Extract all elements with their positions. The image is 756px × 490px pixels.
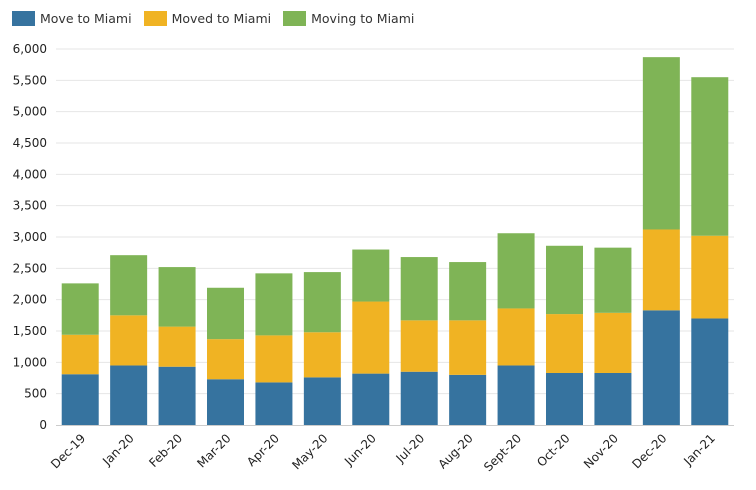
- bar-segment-move[interactable]: [255, 382, 293, 425]
- bar-segment-moved[interactable]: [400, 320, 438, 372]
- y-tick-label: 0: [39, 418, 47, 432]
- bar-segment-moved[interactable]: [497, 308, 535, 366]
- bar-segment-move[interactable]: [207, 379, 244, 425]
- gridlines: [56, 48, 734, 395]
- bar-segment-moving[interactable]: [255, 273, 293, 336]
- bar-segment-move[interactable]: [303, 377, 341, 425]
- legend-swatch-moving: [283, 11, 307, 26]
- bar-segment-moved[interactable]: [158, 326, 196, 367]
- bar-segment-moved[interactable]: [449, 320, 487, 375]
- bar-segment-moved[interactable]: [61, 334, 99, 375]
- x-tick-label: Nov-20: [581, 431, 621, 471]
- legend-item-moving[interactable]: Moving to Miami: [283, 11, 414, 26]
- x-tick-label: Jun-20: [341, 431, 379, 469]
- bar-segment-move[interactable]: [594, 372, 632, 425]
- x-tick-label: Dec-20: [629, 431, 669, 471]
- bar-segment-moved[interactable]: [303, 332, 341, 378]
- bar-segment-moving[interactable]: [400, 257, 438, 321]
- x-tick-label: Apr-20: [244, 431, 282, 469]
- bar-segment-moved[interactable]: [642, 229, 680, 311]
- legend-swatch-moved: [143, 11, 167, 26]
- bar-segment-moving[interactable]: [110, 255, 148, 316]
- x-tick-label: Feb-20: [146, 431, 185, 470]
- y-tick-label: 6,000: [13, 42, 47, 56]
- bar-segment-moving[interactable]: [497, 233, 535, 309]
- x-tick-label: Jan-21: [680, 431, 718, 469]
- x-tick-label: Jul-20: [393, 431, 428, 466]
- bar-segment-move[interactable]: [158, 366, 196, 425]
- x-tick-label: Oct-20: [534, 431, 572, 469]
- y-tick-label: 2,000: [13, 293, 47, 307]
- bar-segment-moving[interactable]: [207, 287, 244, 340]
- y-tick-label: 4,000: [13, 167, 47, 181]
- bar-segment-moving[interactable]: [158, 267, 196, 327]
- bar-segment-moved[interactable]: [691, 235, 729, 319]
- legend-swatch-move: [12, 11, 35, 26]
- x-axis-ticks: Dec-19 Jan-20 Feb-20 Mar-20 Apr-20 May-20 Jun-…: [48, 431, 718, 474]
- bar-segment-move[interactable]: [352, 373, 390, 425]
- bar-segment-moving[interactable]: [594, 247, 632, 313]
- bar-segment-moving[interactable]: [691, 77, 729, 236]
- bar-segment-moving[interactable]: [303, 272, 341, 333]
- legend-item-move[interactable]: Move to Miami: [12, 11, 132, 26]
- x-tick-label: Jan-20: [99, 431, 137, 469]
- bar-segment-move[interactable]: [642, 310, 680, 425]
- y-axis-ticks: 0 500 1,000 1,500 2,000 2,500 3,000 3,500 4,000 4…: [13, 42, 47, 432]
- bar-segment-move[interactable]: [449, 374, 487, 425]
- y-tick-label: 1,000: [13, 355, 47, 369]
- legend-label-moved: Moved to Miami: [171, 11, 272, 26]
- bar-segment-move[interactable]: [546, 372, 583, 425]
- legend-label-move: Move to Miami: [40, 11, 132, 26]
- y-tick-label: 3,000: [13, 230, 47, 244]
- bar-segment-move[interactable]: [497, 365, 535, 425]
- bar-segment-moving[interactable]: [352, 249, 390, 302]
- y-tick-label: 4,500: [13, 136, 47, 150]
- y-tick-label: 2,500: [13, 261, 47, 275]
- bar-segment-moved[interactable]: [594, 312, 632, 373]
- x-tick-label: Aug-20: [435, 431, 475, 471]
- x-tick-label: Dec-19: [48, 431, 88, 471]
- bar-segment-moved[interactable]: [255, 335, 293, 383]
- bars: [61, 57, 729, 425]
- y-tick-label: 5,000: [13, 105, 47, 119]
- legend: Move to Miami Moved to Miami Moving to M…: [12, 11, 426, 26]
- bar-segment-move[interactable]: [110, 365, 148, 425]
- x-tick-label: Mar-20: [194, 431, 233, 470]
- bar-segment-moved[interactable]: [352, 301, 390, 374]
- bar-segment-moved[interactable]: [207, 339, 244, 380]
- bar-segment-move[interactable]: [691, 318, 729, 425]
- y-tick-label: 1,500: [13, 324, 47, 338]
- bar-segment-move[interactable]: [61, 374, 99, 425]
- legend-label-moving: Moving to Miami: [311, 11, 415, 26]
- bar-segment-moving[interactable]: [449, 262, 487, 321]
- y-tick-label: 500: [24, 387, 47, 401]
- bar-segment-moved[interactable]: [546, 314, 583, 373]
- bar-segment-moving[interactable]: [642, 57, 680, 230]
- x-tick-label: May-20: [289, 431, 330, 472]
- x-tick-label: Sept-20: [481, 431, 524, 474]
- bar-segment-moving[interactable]: [546, 245, 583, 315]
- bar-segment-moving[interactable]: [61, 283, 99, 335]
- y-tick-label: 3,500: [13, 199, 47, 213]
- bar-segment-move[interactable]: [400, 371, 438, 425]
- bar-segment-moved[interactable]: [110, 315, 148, 366]
- y-tick-label: 5,500: [13, 73, 47, 87]
- legend-item-moved[interactable]: Moved to Miami: [143, 11, 272, 26]
